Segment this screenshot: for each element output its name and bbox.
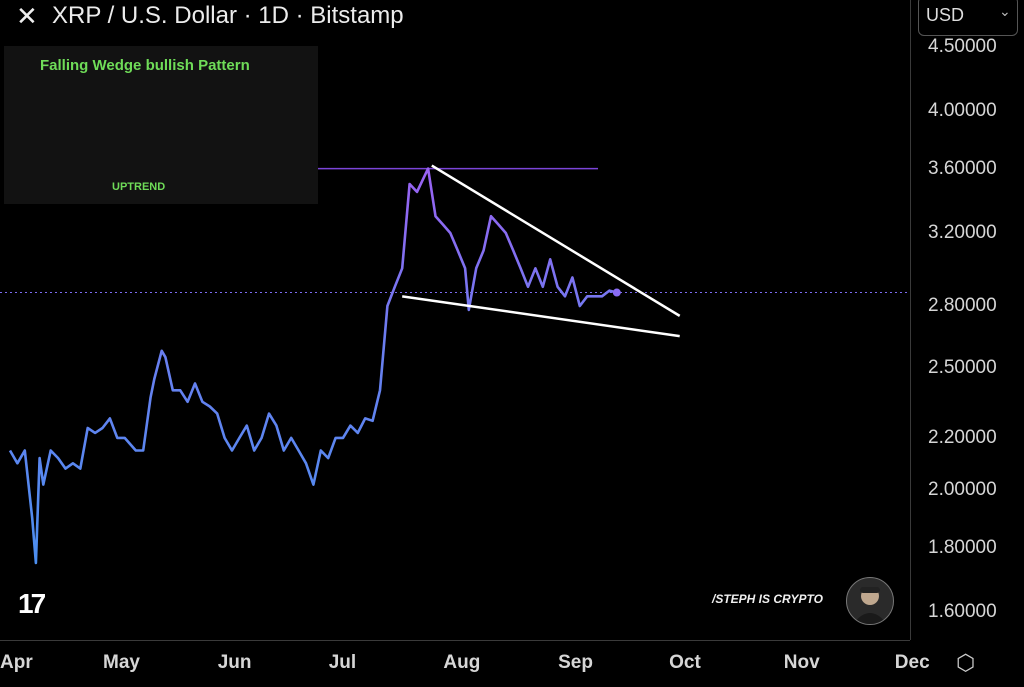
x-tick-label: Dec: [894, 652, 930, 673]
y-tick-label: 4.00000: [928, 100, 997, 121]
y-tick-label: 2.50000: [928, 356, 997, 378]
currency-select[interactable]: USD ⌄: [918, 0, 1018, 36]
x-tick-label: Oct: [669, 652, 701, 673]
chart-title: XRP / U.S. Dollar · 1D · Bitstamp: [52, 2, 404, 29]
author-watermark: /STEPH IS CRYPTO: [712, 592, 823, 606]
x-tick-label: Jun: [217, 652, 252, 673]
x-tick-label: Jul: [328, 652, 357, 673]
chevron-down-icon: ⌄: [999, 3, 1011, 19]
y-tick-label: 1.60000: [928, 601, 997, 622]
x-tick-label: Sep: [558, 652, 593, 673]
time-scale-divider: [0, 640, 910, 641]
y-tick-label: 2.00000: [928, 479, 997, 500]
wedge-trendline[interactable]: [431, 164, 681, 317]
y-tick-label: 3.60000: [928, 157, 997, 179]
y-tick-label: 4.50000: [928, 35, 997, 57]
last-price-dot: [612, 288, 621, 297]
price-scale-divider: [910, 0, 911, 640]
inset-title: Falling Wedge bullish Pattern: [40, 57, 250, 74]
tradingview-logo: 17: [18, 588, 46, 619]
settings-icon[interactable]: ⬡: [956, 650, 976, 675]
x-tick-label: Aug: [443, 652, 481, 673]
y-tick-label: 1.80000: [928, 536, 997, 558]
x-tick-label: Apr: [0, 652, 33, 673]
y-tick-label: 3.20000: [928, 222, 997, 243]
currency-label: USD: [926, 5, 965, 25]
falling-wedge-inset: [4, 46, 318, 204]
wedge-trendline[interactable]: [402, 295, 680, 338]
x-tick-label: Nov: [783, 652, 820, 673]
y-tick-label: 2.80000: [928, 295, 997, 317]
y-tick-label: 2.20000: [928, 426, 997, 448]
author-avatar: [846, 577, 894, 625]
x-tick-label: May: [103, 652, 140, 673]
inset-uptrend-label: UPTREND: [112, 181, 166, 193]
close-icon[interactable]: ✕: [16, 1, 38, 31]
price-line: [8, 167, 618, 565]
